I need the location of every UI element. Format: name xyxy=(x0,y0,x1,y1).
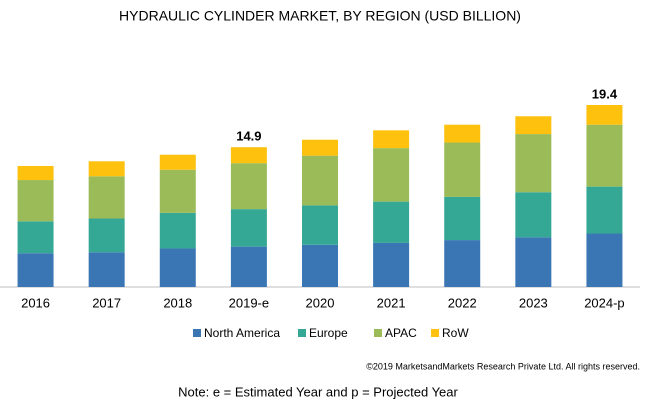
bar-segment xyxy=(586,186,623,234)
bar-segment xyxy=(159,169,196,213)
bar-segment xyxy=(88,218,125,253)
bar-segment xyxy=(444,240,481,287)
note: Note: e = Estimated Year and p = Project… xyxy=(178,384,458,399)
bar-segment xyxy=(17,253,54,287)
x-tick-label: 2023 xyxy=(519,295,548,310)
bar-segment xyxy=(444,142,481,197)
x-tick-label: 2024-p xyxy=(584,295,624,310)
bar-segment xyxy=(515,116,552,135)
x-tick-label: 2019-e xyxy=(229,295,269,310)
bar-segment xyxy=(373,130,410,149)
legend-label: Europe xyxy=(309,326,348,340)
bar-segment xyxy=(230,246,267,287)
bar-segment xyxy=(373,148,410,202)
bar-segment xyxy=(88,161,125,177)
bar-segment xyxy=(230,209,267,247)
legend-swatch xyxy=(193,329,201,337)
x-tick-label: 2022 xyxy=(448,295,477,310)
bar-segment xyxy=(373,201,410,243)
bar-segment xyxy=(88,176,125,219)
x-tick-label: 2018 xyxy=(163,295,192,310)
bar-segment xyxy=(159,154,196,170)
bar-segment xyxy=(515,134,552,193)
bar-segment xyxy=(230,163,267,210)
bar-segment xyxy=(17,180,54,222)
x-tick-label: 2020 xyxy=(306,295,335,310)
bar-segment xyxy=(302,155,338,206)
bar-segment xyxy=(515,192,552,238)
bar-segment xyxy=(444,124,481,143)
bar-segment xyxy=(444,196,481,241)
legend-swatch xyxy=(374,329,382,337)
bar-segment xyxy=(586,233,623,287)
chart-title: HYDRAULIC CYLINDER MARKET, BY REGION (US… xyxy=(119,8,521,24)
legend-label: RoW xyxy=(442,326,469,340)
bar-segment xyxy=(17,221,54,254)
bar-segment xyxy=(17,165,54,181)
legend-swatch xyxy=(431,329,439,337)
x-tick-label: 2017 xyxy=(92,295,121,310)
bar-segment xyxy=(302,139,338,156)
bar-segment xyxy=(230,147,267,164)
bar-segment xyxy=(586,124,623,187)
bar-segment xyxy=(515,237,552,287)
legend-swatch xyxy=(298,329,306,337)
bar-segment xyxy=(302,205,338,245)
total-label: 14.9 xyxy=(236,129,261,144)
bar-segment xyxy=(88,252,125,287)
x-tick-label: 2021 xyxy=(377,295,406,310)
source: ©2019 MarketsandMarkets Research Private… xyxy=(366,361,640,371)
bar-segment xyxy=(373,242,410,287)
bar-segment xyxy=(586,105,623,125)
bar-segment xyxy=(159,248,196,287)
legend-label: APAC xyxy=(385,326,417,340)
bar-segment xyxy=(159,212,196,249)
legend-label: North America xyxy=(204,326,280,340)
bar-segment xyxy=(302,244,338,287)
x-tick-label: 2016 xyxy=(21,295,50,310)
total-label: 19.4 xyxy=(592,86,618,101)
